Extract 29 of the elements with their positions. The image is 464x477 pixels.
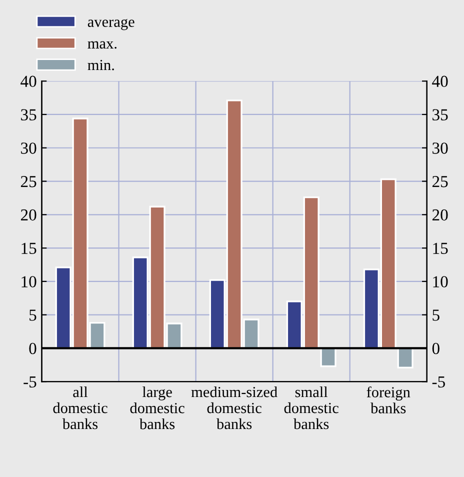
y2-tick-label: 25 — [432, 176, 448, 188]
y2-tick-label: 0 — [432, 342, 440, 354]
y2-tick-label: 5 — [432, 310, 440, 321]
y2-tick-label: 10 — [433, 276, 448, 288]
x-tick-label: large domestic banks — [130, 386, 184, 430]
y-tick-label: 5 — [30, 310, 36, 321]
y-tick-label: 35 — [21, 109, 36, 120]
y-tick-label: 20 — [20, 209, 36, 221]
y-tick-label: 40 — [20, 76, 36, 88]
y2-tick-label: 30 — [432, 142, 448, 154]
y2-tick-label: 40 — [432, 76, 448, 88]
y-tick-label: 10 — [22, 276, 36, 288]
x-tick-label: small domestic banks — [284, 386, 338, 430]
y-tick-label: 15 — [22, 242, 36, 254]
y-tick-label: 25 — [20, 176, 36, 188]
x-tick-label: medium-sized domestic banks — [191, 386, 278, 430]
y-tick-label: 30 — [21, 142, 36, 154]
legend-label: average — [88, 18, 134, 30]
x-tick-label: foreign banks — [366, 386, 410, 414]
x-tick-label: all domestic banks — [53, 386, 108, 430]
legend-label: min. — [88, 60, 114, 70]
y2-tick-label: 35 — [432, 109, 448, 120]
bar — [397, 347, 414, 368]
y-tick-label: 0 — [29, 342, 36, 354]
legend-label: max. — [88, 41, 116, 49]
y2-tick-label: 20 — [432, 209, 448, 221]
y-tick-label: -5 — [24, 376, 36, 388]
y2-tick-label: -5 — [432, 376, 445, 388]
y2-tick-label: 15 — [433, 242, 448, 254]
